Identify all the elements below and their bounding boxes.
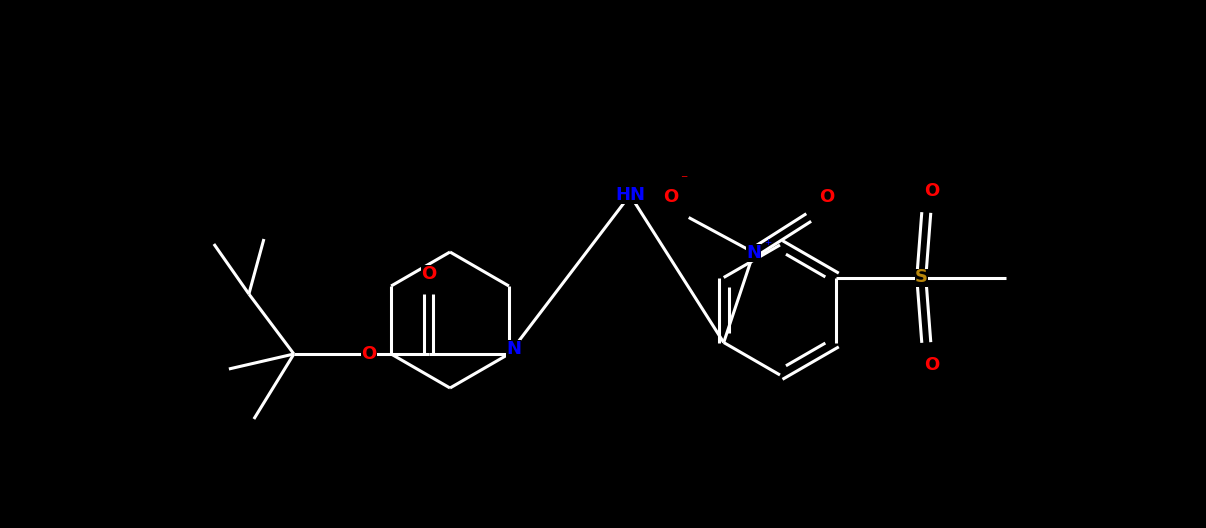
Text: O: O	[924, 355, 939, 373]
Text: $^+$: $^+$	[762, 238, 773, 251]
Text: N: N	[507, 340, 521, 358]
Text: O: O	[924, 182, 939, 200]
Text: S: S	[915, 269, 927, 287]
Text: O: O	[819, 188, 835, 206]
Text: O: O	[421, 265, 437, 283]
Text: HN: HN	[615, 186, 645, 204]
Text: O: O	[663, 188, 678, 206]
Text: O: O	[362, 345, 376, 363]
Text: $^-$: $^-$	[679, 173, 689, 186]
Text: N: N	[747, 243, 761, 261]
